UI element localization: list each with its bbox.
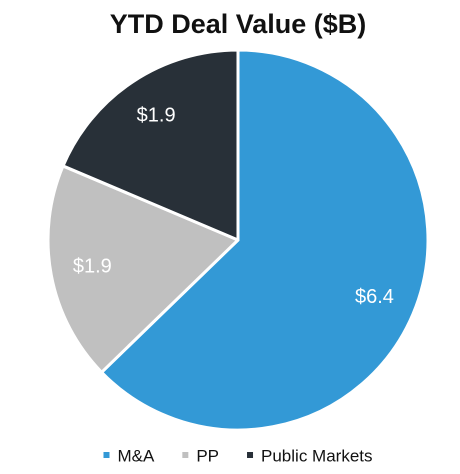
pie-slice: [46, 164, 240, 374]
data-label: $1.9: [137, 105, 176, 127]
legend-marker: [103, 452, 110, 458]
legend-marker: [182, 452, 189, 458]
legend-label: Public Markets: [261, 446, 372, 465]
pie-slice: [100, 48, 430, 432]
data-label: $6.4: [355, 286, 394, 308]
legend-label: PP: [196, 446, 219, 465]
pie-slice: [61, 48, 240, 242]
chart-title: YTD Deal Value ($B): [110, 9, 367, 39]
legend-label: M&A: [117, 446, 155, 465]
legend-marker: [247, 452, 254, 458]
data-label: $1.9: [73, 256, 112, 278]
